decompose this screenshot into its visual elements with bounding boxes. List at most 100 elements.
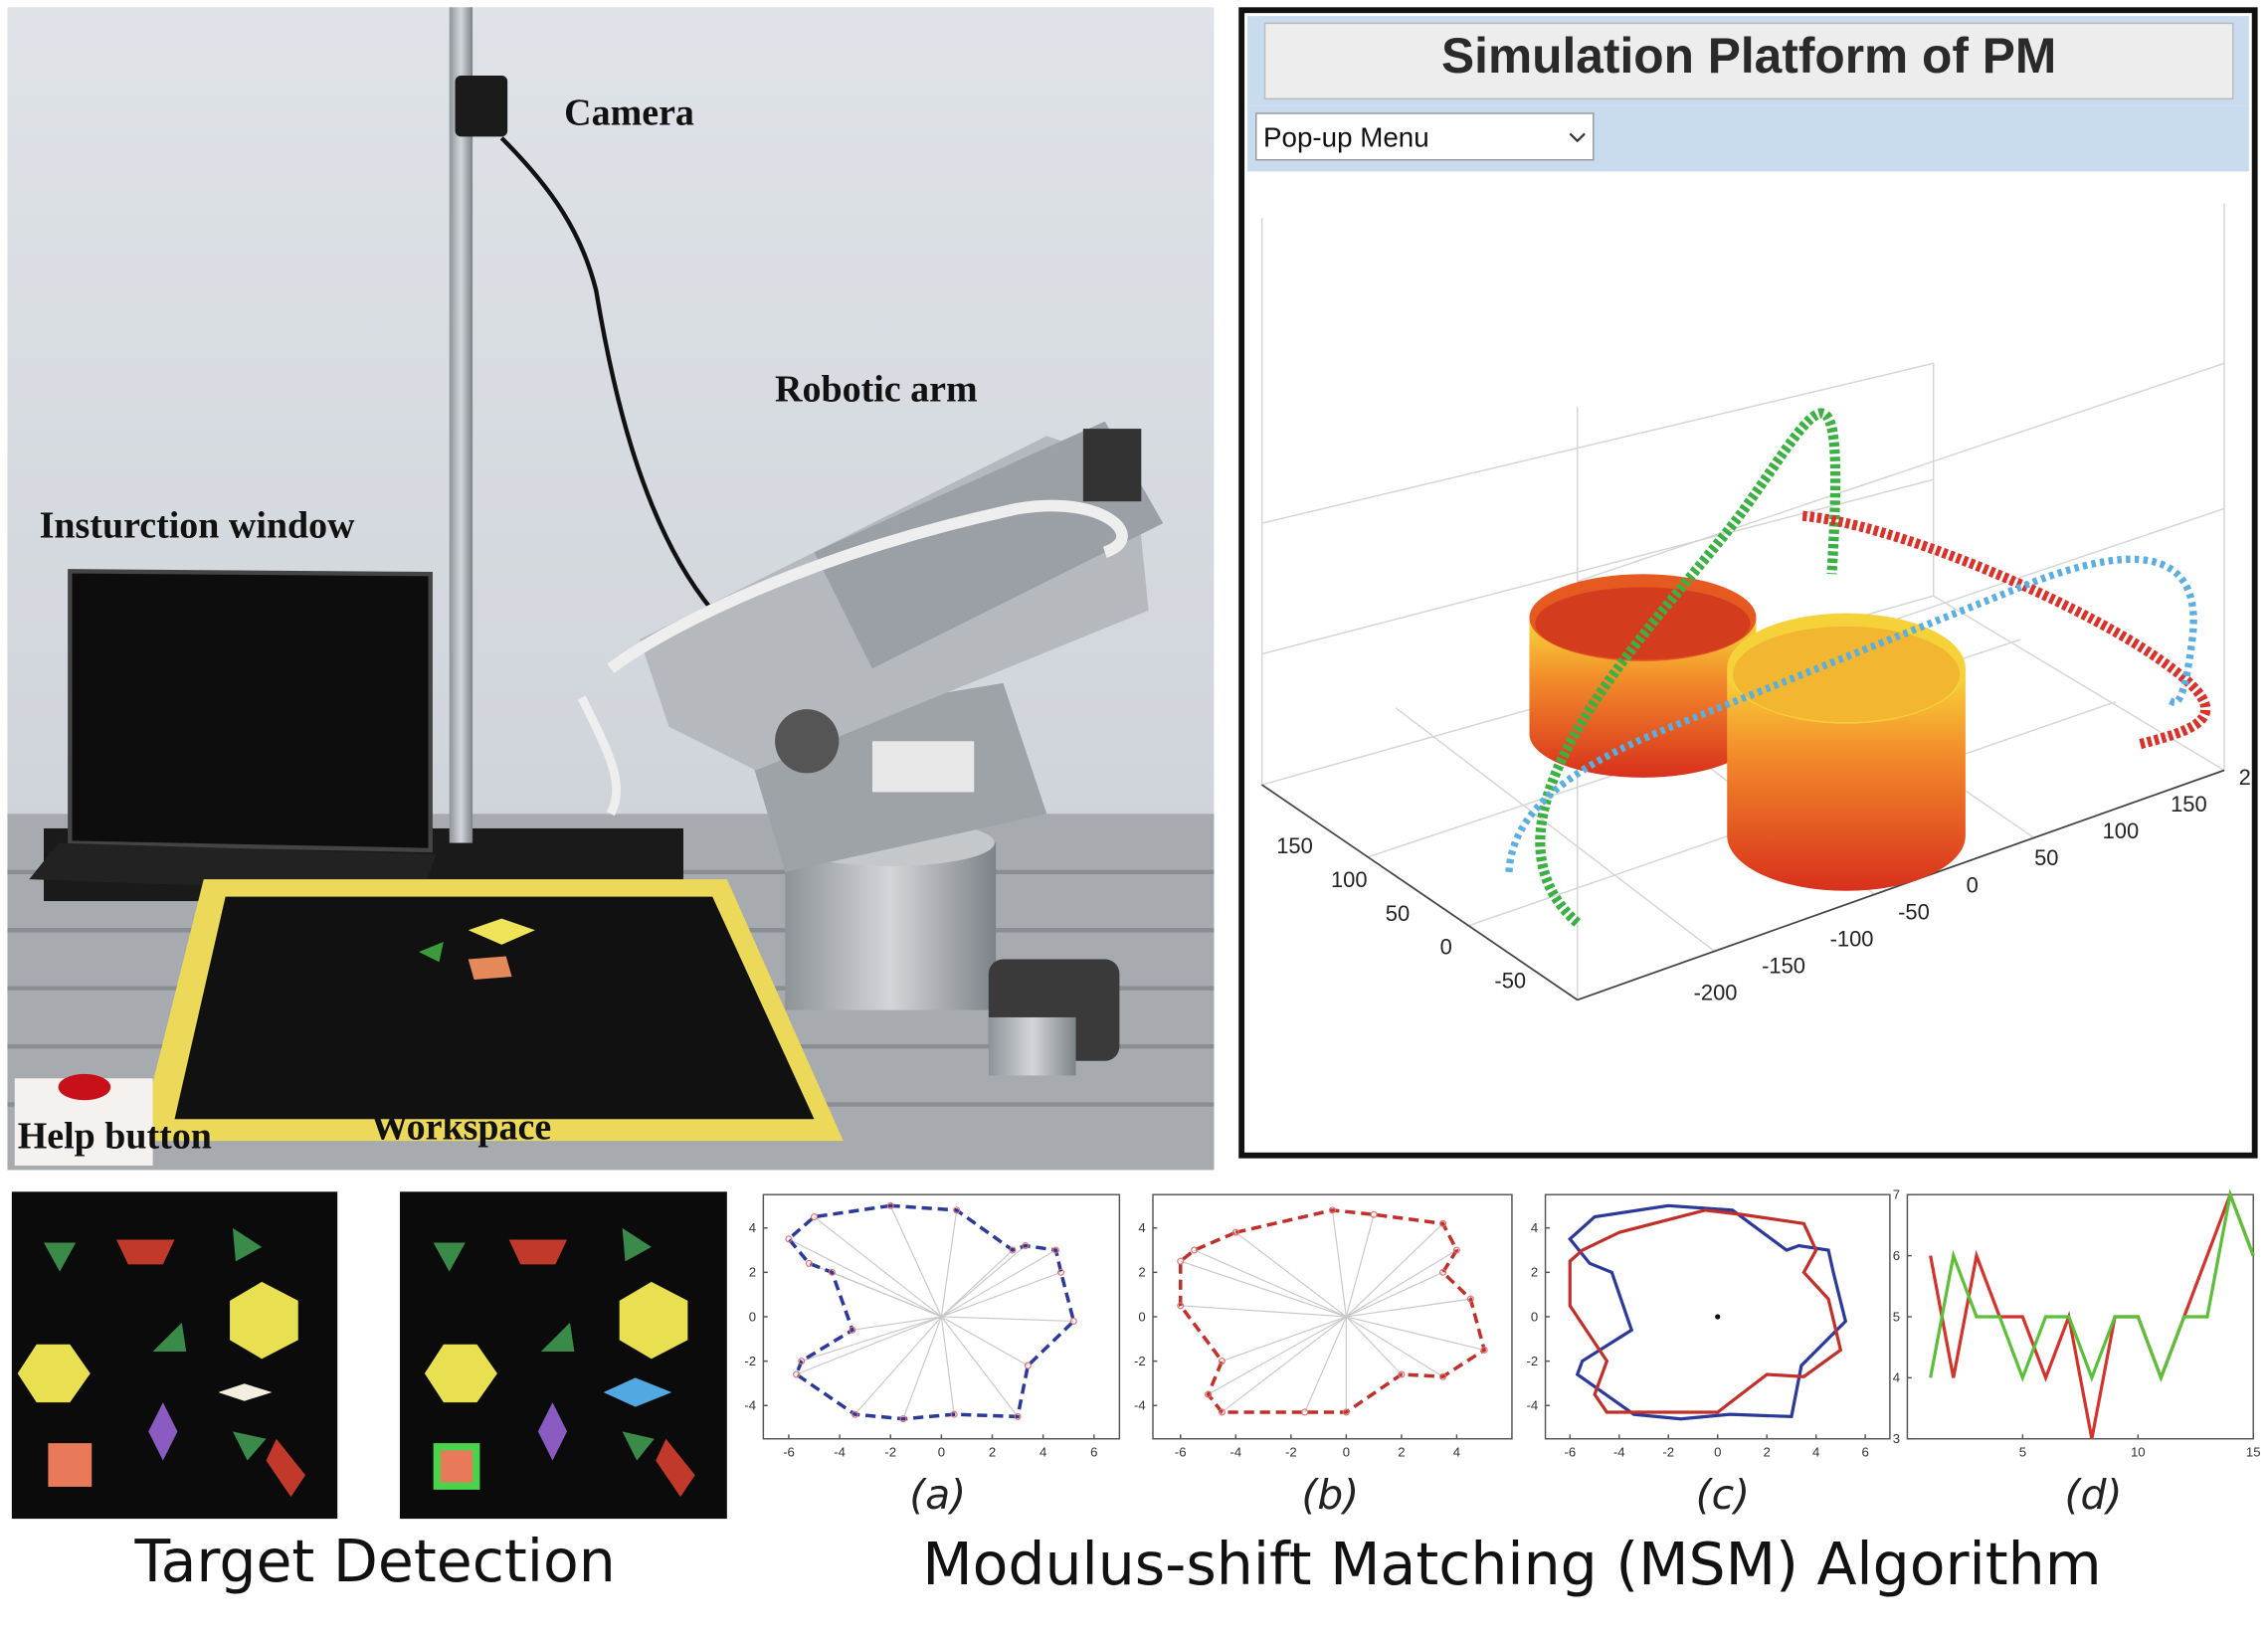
spoke — [940, 1249, 1014, 1318]
y-tick-label: 4 — [1893, 1370, 1900, 1385]
robot-arm — [577, 421, 1164, 1076]
vertex-marker — [1439, 1219, 1447, 1227]
vertex-marker — [1398, 1370, 1406, 1378]
axis-tick-label: 150 — [2171, 792, 2207, 817]
sim-plot: 150 100 50 0 -50 -200 -150 -100 -50 0 50 100 150 200 — [1259, 203, 2268, 1004]
vertex-marker — [1024, 1362, 1032, 1369]
y-tick-label: 3 — [1893, 1431, 1900, 1446]
vertex-marker — [886, 1201, 894, 1209]
x-tick-label: 4 — [1040, 1444, 1046, 1459]
y-tick-label: 2 — [749, 1265, 756, 1280]
detection-images: Target Detection — [11, 1191, 727, 1595]
x-tick-label: 6 — [1090, 1444, 1097, 1459]
y-tick-label: 7 — [1893, 1187, 1900, 1202]
vertex-marker — [810, 1213, 819, 1221]
spoke — [889, 1205, 942, 1318]
x-tick-label: -6 — [783, 1444, 795, 1459]
vertex-marker — [1231, 1228, 1239, 1236]
y-tick-label: 5 — [1893, 1309, 1900, 1324]
y-tick-label: -4 — [744, 1398, 756, 1413]
series-line — [1929, 1188, 2255, 1382]
panel-label: (c) — [1696, 1471, 1750, 1519]
axis-tick-label: 100 — [1331, 867, 1368, 892]
x-tick-label: 5 — [2019, 1444, 2026, 1459]
series-line — [1929, 1189, 2255, 1440]
spoke — [940, 1245, 1027, 1318]
spoke — [941, 1316, 1074, 1323]
spoke — [1346, 1316, 1485, 1352]
series-line — [1179, 1208, 1487, 1414]
y-tick-label: 4 — [1138, 1220, 1145, 1235]
axis-tick-label: -150 — [1762, 953, 1805, 978]
vertex-marker — [1370, 1210, 1378, 1218]
spoke — [796, 1316, 942, 1375]
vertex-marker — [1342, 1408, 1350, 1416]
spoke — [788, 1238, 942, 1318]
y-tick-label: 4 — [749, 1220, 756, 1235]
lab-photo: Camera Robotic arm Insturction window He… — [7, 7, 1215, 1171]
axis-tick-label: 0 — [1967, 872, 1979, 897]
y-tick-label: -4 — [1134, 1398, 1146, 1413]
y-tick-label: 2 — [1531, 1265, 1538, 1280]
vertex-marker — [805, 1259, 813, 1267]
spoke — [1234, 1231, 1347, 1318]
spoke — [1180, 1260, 1347, 1318]
series-line — [1568, 1203, 1848, 1421]
vertex-marker — [798, 1358, 806, 1365]
spoke — [801, 1316, 942, 1362]
popup-menu[interactable]: Pop-up Menu — [1255, 112, 1595, 161]
vertex-marker — [785, 1235, 793, 1243]
caption: Modulus-shift Matching (MSM) Algorithm — [922, 1531, 2101, 1598]
x-tick-label: 4 — [1453, 1444, 1460, 1459]
vertex-marker — [1452, 1246, 1460, 1254]
vertex-marker — [1069, 1317, 1077, 1325]
x-tick-label: -4 — [834, 1444, 846, 1459]
spoke — [1222, 1316, 1347, 1362]
spoke — [940, 1209, 958, 1318]
x-tick-label: 2 — [1764, 1444, 1771, 1459]
spoke — [1208, 1316, 1347, 1395]
spoke — [1222, 1316, 1347, 1413]
plot-frame — [1152, 1193, 1513, 1440]
x-tick-label: -2 — [1285, 1444, 1297, 1459]
vertex-marker — [1177, 1257, 1185, 1265]
axis-tick-label: -50 — [1898, 899, 1930, 924]
axis-tick-label: 200 — [2239, 765, 2268, 790]
spoke — [902, 1316, 942, 1419]
vertex-marker — [1051, 1246, 1059, 1254]
panel-label: (a) — [909, 1471, 966, 1519]
origin-dot — [1715, 1314, 1721, 1320]
y-tick-label: 4 — [1531, 1220, 1538, 1235]
photo-label: Camera — [564, 92, 694, 134]
x-tick-label: 15 — [2246, 1444, 2261, 1459]
spoke — [1346, 1298, 1471, 1318]
x-tick-label: -2 — [884, 1444, 896, 1459]
caption: Target Detection — [134, 1528, 616, 1595]
x-tick-label: 4 — [1812, 1444, 1819, 1459]
y-tick-label: 0 — [749, 1309, 756, 1324]
axis-tick-label: -50 — [1494, 969, 1526, 994]
y-tick-label: 0 — [1138, 1309, 1145, 1324]
vertex-marker — [1439, 1268, 1447, 1276]
spoke — [1304, 1316, 1347, 1413]
series-line — [786, 1203, 1076, 1421]
axis-tick-label: 100 — [2103, 818, 2140, 843]
cylinder — [1727, 613, 1966, 891]
x-tick-label: -4 — [1613, 1444, 1625, 1459]
spoke — [941, 1271, 1061, 1318]
series-line — [1568, 1208, 1843, 1414]
vertex-marker — [1014, 1412, 1022, 1420]
vertex-marker — [1191, 1246, 1199, 1254]
photo-label: Workspace — [371, 1107, 551, 1149]
spoke — [853, 1316, 942, 1415]
vertex-marker — [899, 1415, 907, 1423]
photo-label: Insturction window — [40, 505, 356, 547]
vertex-marker — [828, 1268, 836, 1276]
vertex-marker — [1057, 1268, 1065, 1276]
x-tick-label: 0 — [938, 1444, 945, 1459]
vertex-marker — [953, 1206, 961, 1214]
spoke — [851, 1316, 942, 1331]
x-tick-label: -6 — [1564, 1444, 1576, 1459]
